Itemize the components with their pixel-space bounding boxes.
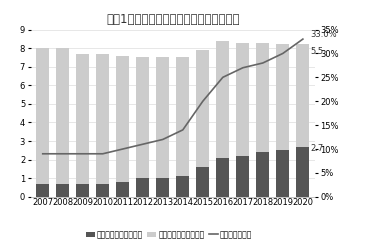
Bar [56,184,69,197]
Bar [236,43,249,156]
Legend: 社外取締役人数（人）, 社内取締役人数（人）, 社外取締役比率: 社外取締役人数（人）, 社内取締役人数（人）, 社外取締役比率 [83,227,255,242]
Bar [176,57,189,176]
Bar [156,57,169,178]
Line: 社外取締役比率: 社外取締役比率 [43,39,303,154]
Bar [156,178,169,197]
Text: 33.0%: 33.0% [311,30,337,39]
Bar [276,150,290,197]
Bar [76,54,89,184]
Bar [96,54,109,184]
社外取締役比率 [240,66,245,69]
Bar [216,158,229,197]
Bar [96,184,109,197]
Title: 図袆1　取締役会の構成と社外取締役比率: 図袆1 取締役会の構成と社外取締役比率 [106,13,240,26]
社外取締役比率 [141,143,145,146]
Bar [116,182,129,197]
Bar [276,44,290,150]
社外取締役比率 [101,152,105,155]
Bar [296,44,310,147]
社外取締役比率 [80,152,85,155]
Bar [257,152,269,197]
社外取締役比率 [301,38,305,41]
Bar [196,50,209,167]
Bar [176,176,189,197]
社外取締役比率 [180,128,185,131]
Bar [136,178,149,197]
Bar [136,57,149,178]
社外取締役比率 [200,100,205,103]
Bar [36,48,49,184]
社外取締役比率 [220,76,225,79]
Bar [196,167,209,197]
Bar [56,48,69,184]
社外取締役比率 [121,148,125,151]
Text: 5.5: 5.5 [311,47,324,56]
Bar [296,147,310,197]
Bar [116,56,129,182]
社外取締役比率 [161,138,165,141]
Bar [236,156,249,197]
Bar [216,41,229,158]
Bar [257,43,269,152]
Bar [76,184,89,197]
社外取締役比率 [261,62,265,64]
Text: 2.7: 2.7 [311,144,324,153]
社外取締役比率 [40,152,45,155]
社外取締役比率 [60,152,65,155]
社外取締役比率 [281,52,285,55]
Bar [36,184,49,197]
